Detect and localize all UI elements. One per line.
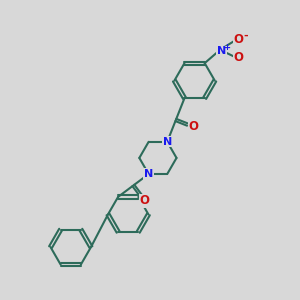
Text: +: + [223,43,230,52]
Text: N: N [163,137,172,147]
Text: N: N [144,169,153,179]
Text: O: O [234,34,244,46]
Text: O: O [188,121,199,134]
Text: -: - [244,31,248,40]
Text: N: N [217,46,226,56]
Text: O: O [234,51,244,64]
Text: O: O [140,194,150,207]
